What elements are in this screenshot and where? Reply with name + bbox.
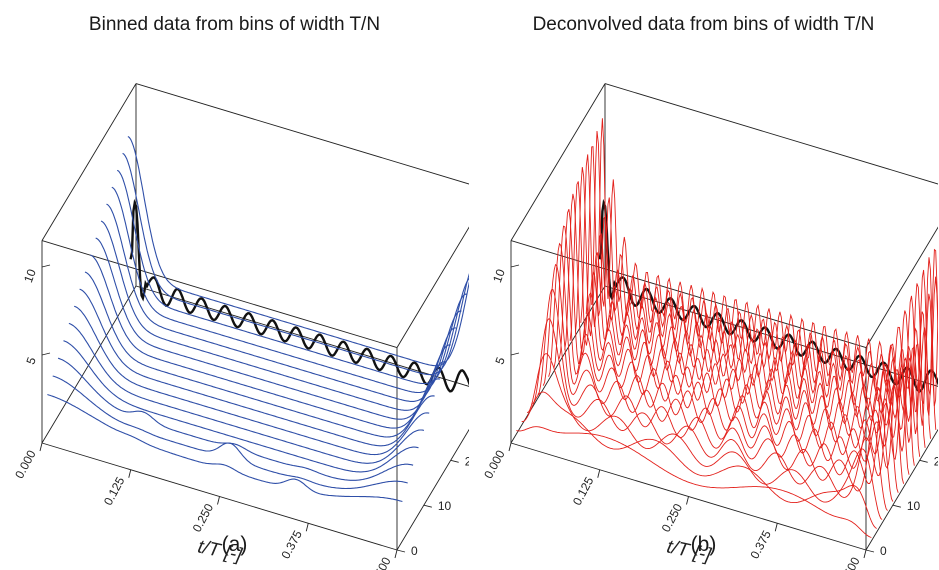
box-edge [604, 83, 938, 185]
z-tick-label: 10 [21, 267, 39, 285]
y-tick-label: 10 [438, 499, 452, 513]
x-tick-label: 0.250 [659, 501, 686, 534]
y-tick-label: 0 [880, 544, 887, 558]
series-line [526, 353, 883, 520]
series-line [558, 209, 915, 466]
x-tick-mark [508, 442, 512, 452]
series-line [57, 357, 414, 481]
z-tick-label: 5 [492, 355, 508, 366]
series-line [106, 203, 462, 402]
box-edge [396, 428, 469, 551]
z-tick-mark [41, 264, 51, 268]
x-tick-mark [217, 496, 220, 505]
series-line [52, 375, 408, 490]
y-tick-label: 20 [465, 454, 469, 468]
series-curves [47, 136, 469, 503]
box-edge [41, 285, 137, 444]
series-line [564, 193, 921, 457]
series-line [569, 181, 926, 448]
box-edge [510, 240, 867, 349]
x-tick-mark [128, 469, 132, 478]
y-tick-mark [423, 504, 432, 508]
box-edge [41, 240, 398, 349]
x-tick-mark [305, 523, 309, 532]
x-tick-label: 0.000 [12, 448, 39, 481]
series-line [575, 167, 931, 439]
chart-title: Deconvolved data from bins of width T/N [532, 14, 875, 35]
series-line [111, 186, 467, 394]
y-tick-label: 20 [934, 454, 938, 468]
series-line [95, 237, 451, 420]
series-line [127, 136, 469, 367]
series-line [90, 254, 446, 429]
y-tick-mark [865, 549, 875, 553]
box-edge [865, 226, 938, 348]
series-line [122, 152, 469, 376]
box-edge [41, 83, 137, 241]
box-edge [396, 226, 469, 348]
box-edge [865, 428, 938, 551]
series-line [84, 271, 441, 438]
panel-b: Deconvolved data from bins of width T/N … [469, 0, 938, 570]
y-tick-mark [396, 549, 406, 553]
z-tick-mark [41, 352, 51, 356]
series-line [516, 426, 872, 538]
series-line [596, 118, 938, 396]
box-edge [135, 83, 469, 185]
panel-a: Binned data from bins of width T/N 5 10 0.… [0, 0, 469, 570]
series-line-reference [129, 198, 469, 393]
panel-label: (b) [690, 533, 717, 556]
y-tick-mark [919, 459, 928, 463]
series-line [73, 305, 430, 456]
series-line [116, 169, 469, 385]
box-edge [510, 83, 606, 241]
z-tick-label: 5 [23, 355, 39, 366]
series-line [537, 288, 894, 502]
series-curves [516, 118, 938, 538]
series-line [79, 288, 435, 447]
x-tick-mark [597, 469, 601, 478]
series-line [548, 242, 905, 484]
panel-label: (a) [221, 533, 248, 556]
x-tick-mark [394, 549, 398, 559]
series-line [591, 130, 938, 407]
x-tick-label: 0.000 [481, 448, 508, 481]
y-tick-label: 0 [411, 544, 418, 558]
x-tick-mark [774, 523, 778, 532]
x-tick-label: 0.125 [101, 474, 128, 507]
y-tick-mark [450, 459, 459, 463]
y-tick-mark [892, 504, 901, 508]
series-line [532, 318, 888, 511]
series-line [521, 391, 877, 529]
chart-title: Binned data from bins of width T/N [88, 14, 381, 35]
series-line [47, 393, 403, 503]
axes-box [41, 83, 469, 551]
x-tick-label: 0.125 [570, 474, 597, 507]
series-line [63, 340, 419, 473]
z-tick-mark [510, 352, 520, 356]
z-tick-label: 10 [490, 267, 508, 285]
series-line [68, 322, 425, 464]
series-line [542, 263, 899, 493]
series-line [580, 154, 937, 430]
x-tick-label: 0.250 [190, 501, 217, 534]
x-tick-mark [686, 496, 689, 505]
y-tick-label: 10 [907, 499, 921, 513]
series-line [100, 220, 457, 411]
z-tick-mark [510, 264, 520, 268]
x-tick-mark [863, 549, 867, 559]
x-tick-mark [39, 442, 43, 452]
